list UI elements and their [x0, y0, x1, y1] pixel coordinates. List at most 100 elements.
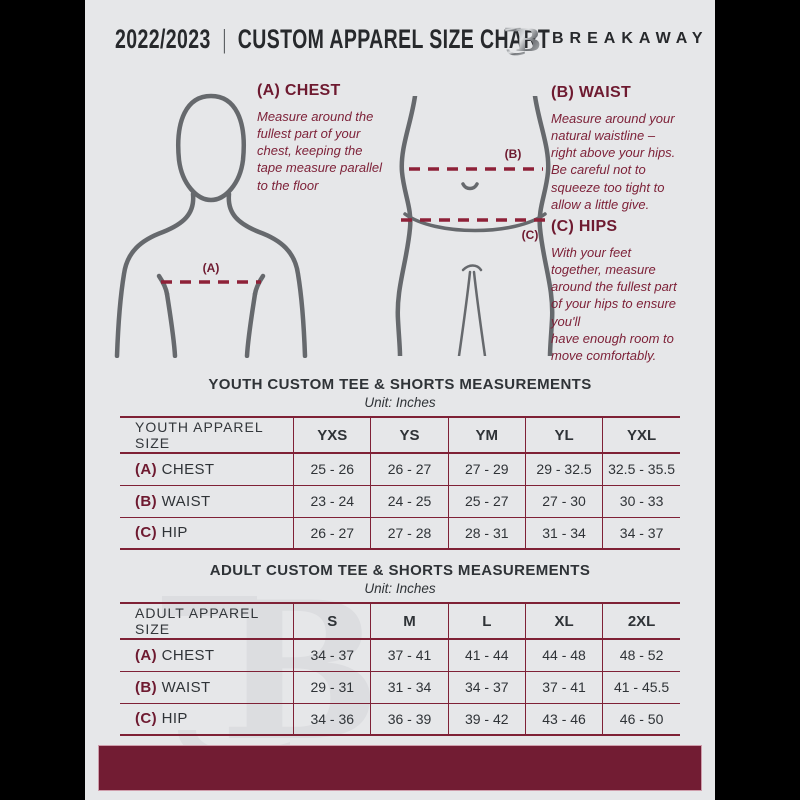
waist-heading: (B) WAIST	[551, 84, 632, 101]
size-col-header: 2XL	[602, 603, 680, 639]
row-label: (C) HIP	[120, 517, 294, 549]
divider-bar: |	[222, 24, 226, 54]
chest-instructions: Measure around the fullest part of your …	[257, 109, 383, 193]
adult-chest-row: (A) CHEST 34 - 37 37 - 41 41 - 44 44 - 4…	[120, 639, 680, 671]
value-cell: 25 - 26	[293, 453, 371, 485]
row-key: (B)	[135, 492, 158, 510]
value-cell: 44 - 48	[524, 639, 603, 671]
chest-heading: (A) CHEST	[257, 82, 341, 99]
size-col-header: YXL	[602, 417, 680, 453]
value-cell: 41 - 45.5	[602, 671, 680, 703]
row-key: (A)	[135, 460, 158, 478]
value-cell: 34 - 37	[293, 639, 371, 671]
row-label: (A) CHEST	[120, 639, 294, 671]
row-label: (B) WAIST	[120, 485, 294, 517]
row-label-text: CHEST	[161, 460, 215, 478]
value-cell: 39 - 42	[447, 703, 526, 735]
value-cell: 27 - 29	[447, 453, 526, 485]
value-cell: 46 - 50	[602, 703, 680, 735]
page-title: CUSTOM APPAREL SIZE CHART	[237, 24, 551, 55]
measurement-guide: (A) (B) (C) (A) CHEST Measure around the…	[85, 80, 715, 372]
row-key: (C)	[135, 710, 158, 728]
youth-size-table: YOUTH APPAREL SIZE YXS YS YM YL YXL (A) …	[120, 416, 680, 550]
row-label: (A) CHEST	[120, 453, 294, 485]
hips-line-label: (C)	[522, 228, 539, 242]
youth-chest-row: (A) CHEST 25 - 26 26 - 27 27 - 29 29 - 3…	[120, 453, 680, 485]
value-cell: 37 - 41	[524, 671, 603, 703]
size-col-header: XL	[524, 603, 603, 639]
adult-size-label-header: ADULT APPAREL SIZE	[135, 605, 259, 637]
row-key: (B)	[135, 678, 158, 696]
value-cell: 43 - 46	[524, 703, 603, 735]
adult-table-title: ADULT CUSTOM TEE & SHORTS MEASUREMENTS	[209, 562, 591, 579]
value-cell: 30 - 33	[602, 485, 680, 517]
row-label-text: HIP	[161, 524, 188, 542]
page-header: 2022/2023 | CUSTOM APPAREL SIZE CHART B	[85, 0, 715, 66]
adult-table-unit: Unit: Inches	[364, 581, 436, 596]
waist-instructions: Measure around your natural waistline – …	[551, 111, 676, 212]
youth-table-section: YOUTH CUSTOM TEE & SHORTS MEASUREMENTS U…	[85, 376, 715, 550]
value-cell: 36 - 39	[370, 703, 449, 735]
value-cell: 29 - 32.5	[524, 453, 603, 485]
guide-section-waist: (B) WAIST Measure around your natural wa…	[551, 84, 709, 213]
row-label-text: WAIST	[161, 492, 211, 510]
value-cell: 48 - 52	[602, 639, 680, 671]
size-col-header: M	[370, 603, 449, 639]
size-col-header: S	[293, 603, 371, 639]
youth-waist-row: (B) WAIST 23 - 24 24 - 25 25 - 27 27 - 3…	[120, 485, 680, 517]
value-cell: 34 - 37	[602, 517, 680, 549]
row-label-text: HIP	[161, 710, 188, 728]
value-cell: 32.5 - 35.5	[602, 453, 680, 485]
value-cell: 26 - 27	[370, 453, 449, 485]
value-cell: 34 - 36	[293, 703, 371, 735]
value-cell: 31 - 34	[370, 671, 449, 703]
youth-table-title: YOUTH CUSTOM TEE & SHORTS MEASUREMENTS	[208, 376, 592, 393]
youth-table-unit: Unit: Inches	[364, 395, 436, 410]
size-chart-flyer: 2022/2023 | CUSTOM APPAREL SIZE CHART B	[85, 0, 715, 800]
value-cell: 41 - 44	[447, 639, 526, 671]
row-label: (B) WAIST	[120, 671, 294, 703]
size-col-header: YL	[524, 417, 603, 453]
value-cell: 24 - 25	[370, 485, 449, 517]
size-col-header: L	[447, 603, 526, 639]
adult-header-row: ADULT APPAREL SIZE S M L XL 2XL	[120, 603, 680, 639]
waist-line-label: (B)	[505, 147, 522, 161]
size-col-header: YXS	[293, 417, 371, 453]
hips-instructions: With your feet together, measure around …	[551, 245, 677, 363]
guide-section-hips: (C) HIPS With your feet together, measur…	[551, 218, 711, 364]
breakaway-b-logo-icon: B	[505, 23, 541, 59]
row-label-text: WAIST	[161, 678, 211, 696]
upper-body-figure: (A)	[114, 93, 308, 358]
lower-torso-figure: (B) (C)	[395, 96, 555, 356]
hips-heading: (C) HIPS	[551, 218, 618, 235]
value-cell: 37 - 41	[370, 639, 449, 671]
brand-block: B BREAKAWAY	[501, 18, 709, 60]
value-cell: 29 - 31	[293, 671, 371, 703]
adult-hip-row: (C) HIP 34 - 36 36 - 39 39 - 42 43 - 46 …	[120, 703, 680, 735]
value-cell: 31 - 34	[524, 517, 603, 549]
row-label: (C) HIP	[120, 703, 294, 735]
value-cell: 26 - 27	[293, 517, 371, 549]
youth-header-row: YOUTH APPAREL SIZE YXS YS YM YL YXL	[120, 417, 680, 453]
row-key: (A)	[135, 646, 158, 664]
chest-line-label: (A)	[203, 261, 220, 275]
size-col-header: YM	[447, 417, 526, 453]
season-label: 2022/2023	[115, 24, 211, 55]
value-cell: 27 - 28	[370, 517, 449, 549]
adult-table-section: ADULT CUSTOM TEE & SHORTS MEASUREMENTS U…	[85, 562, 715, 736]
youth-hip-row: (C) HIP 26 - 27 27 - 28 28 - 31 31 - 34 …	[120, 517, 680, 549]
adult-waist-row: (B) WAIST 29 - 31 31 - 34 34 - 37 37 - 4…	[120, 671, 680, 703]
value-cell: 27 - 30	[524, 485, 603, 517]
footer-accent-bar	[98, 745, 702, 791]
guide-section-chest: (A) CHEST Measure around the fullest par…	[257, 82, 407, 194]
brand-name: BREAKAWAY	[552, 30, 709, 47]
value-cell: 34 - 37	[447, 671, 526, 703]
value-cell: 23 - 24	[293, 485, 371, 517]
value-cell: 28 - 31	[447, 517, 526, 549]
youth-size-label-header: YOUTH APPAREL SIZE	[135, 419, 264, 451]
row-key: (C)	[135, 524, 158, 542]
value-cell: 25 - 27	[447, 485, 526, 517]
row-label-text: CHEST	[161, 646, 215, 664]
adult-size-table: ADULT APPAREL SIZE S M L XL 2XL (A) CHES…	[120, 602, 680, 736]
masthead: 2022/2023 | CUSTOM APPAREL SIZE CHART	[115, 24, 550, 55]
